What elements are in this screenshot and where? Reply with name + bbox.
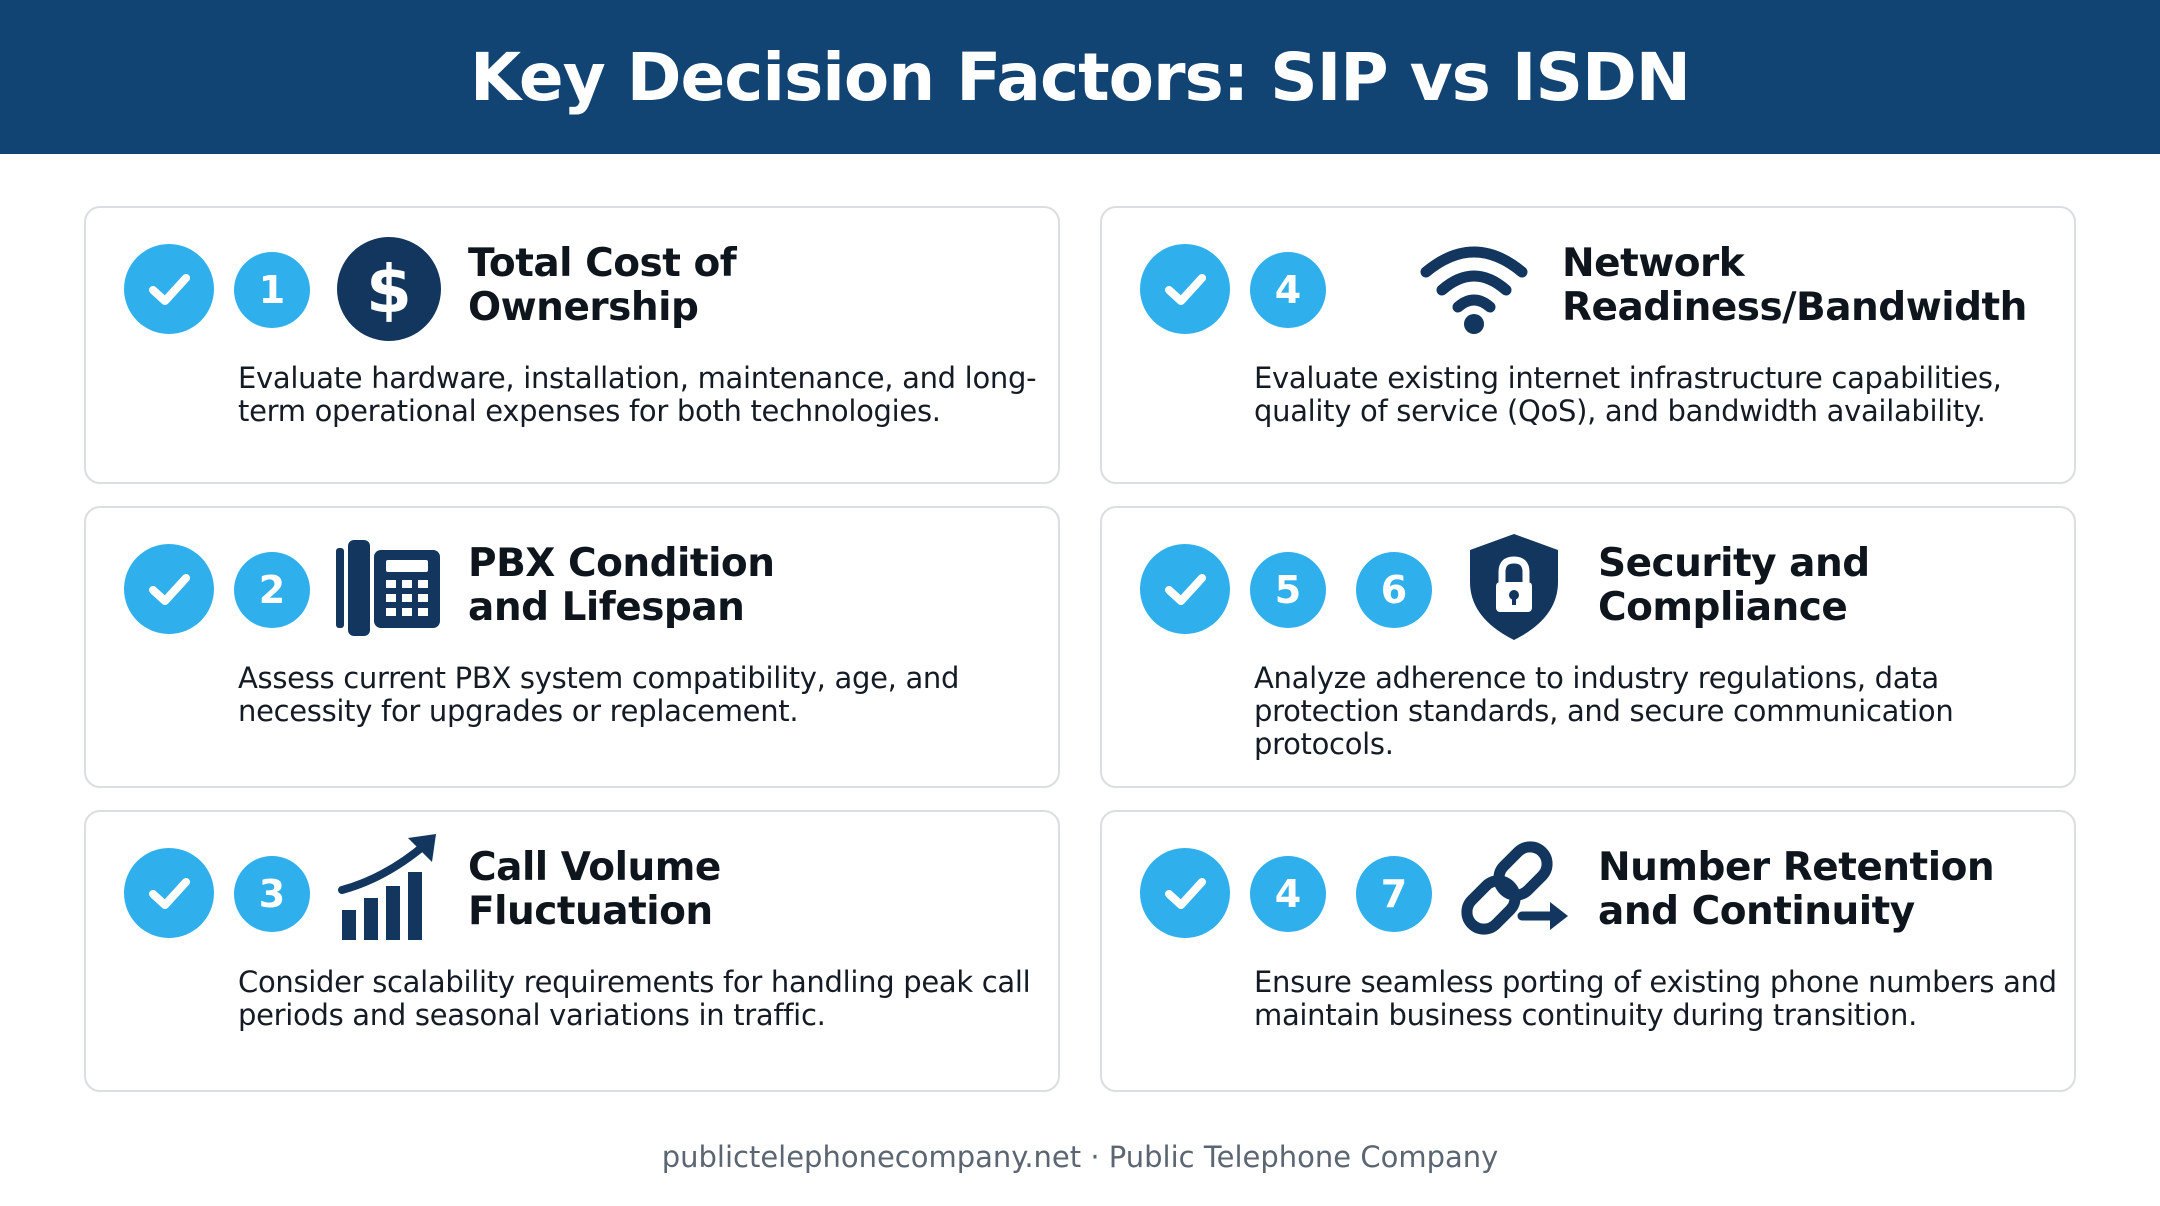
factor-title: Number Retention and Continuity xyxy=(1598,845,1995,934)
factor-description: Evaluate existing internet infrastructur… xyxy=(1254,361,2002,428)
factor-number: 4 xyxy=(1250,252,1326,328)
factor-description: Assess current PBX system compatibility,… xyxy=(238,661,960,728)
check-icon xyxy=(124,848,214,938)
header-banner: Key Decision Factors: SIP vs ISDN xyxy=(0,0,2160,154)
footer-credit: publictelephonecompany.net · Public Tele… xyxy=(661,1140,1499,1174)
factor-card-total-cost: 1 $ Total Cost of Ownership Evaluate har… xyxy=(84,206,1060,484)
shield-lock-icon xyxy=(1466,532,1562,646)
page-title: Key Decision Factors: SIP vs ISDN xyxy=(469,38,1691,116)
factor-number: 6 xyxy=(1356,552,1432,628)
factor-title: Security and Compliance xyxy=(1598,541,1870,630)
factor-title: Total Cost of Ownership xyxy=(468,241,737,330)
factor-description: Ensure seamless porting of existing phon… xyxy=(1254,965,2057,1032)
check-icon xyxy=(1140,848,1230,938)
check-icon xyxy=(124,544,214,634)
factor-number: 4 xyxy=(1250,856,1326,932)
svg-text:$: $ xyxy=(366,251,412,328)
factor-title: PBX Condition and Lifespan xyxy=(468,541,775,630)
check-icon xyxy=(124,244,214,334)
factor-card-network: 4 Network Readiness/Bandwidth Evaluate e… xyxy=(1100,206,2076,484)
factor-title: Call Volume Fluctuation xyxy=(468,845,721,934)
factor-number: 7 xyxy=(1356,856,1432,932)
factor-card-pbx: 2 PBX Condition and Lifespan Assess curr… xyxy=(84,506,1060,788)
factor-title: Network Readiness/Bandwidth xyxy=(1562,241,2027,330)
growth-chart-icon xyxy=(338,832,442,948)
factor-card-call-volume: 3 Call Volume Fluctuation Consider scala… xyxy=(84,810,1060,1092)
dollar-icon: $ xyxy=(336,236,442,346)
factor-number: 2 xyxy=(234,552,310,628)
factor-description: Evaluate hardware, installation, mainten… xyxy=(238,361,1037,428)
factor-description: Consider scalability requirements for ha… xyxy=(238,965,1031,1032)
factor-description: Analyze adherence to industry regulation… xyxy=(1254,661,1954,761)
wifi-icon xyxy=(1418,240,1530,340)
check-icon xyxy=(1140,244,1230,334)
factor-number: 3 xyxy=(234,856,310,932)
desk-phone-icon xyxy=(334,538,444,642)
factor-number: 1 xyxy=(234,252,310,328)
factor-card-security: 5 6 Security and Compliance Analyze adhe… xyxy=(1100,506,2076,788)
check-icon xyxy=(1140,544,1230,634)
factor-card-number-retention: 4 7 Number Retention and Continuity Ensu… xyxy=(1100,810,2076,1092)
factor-number: 5 xyxy=(1250,552,1326,628)
link-arrow-icon xyxy=(1460,838,1572,944)
